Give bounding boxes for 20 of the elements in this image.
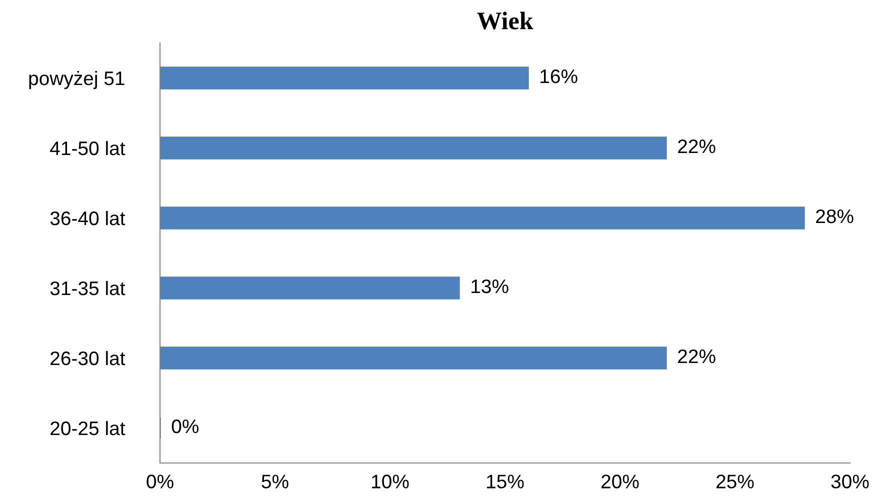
- x-tick-label: 20%: [602, 474, 639, 488]
- y-tick-label: 26-30 lat: [50, 350, 126, 366]
- data-label: 0%: [172, 419, 199, 434]
- x-tick-label: 5%: [262, 474, 288, 488]
- x-tick-label: 25%: [716, 474, 754, 488]
- data-label: 13%: [472, 279, 508, 294]
- data-label: 22%: [678, 349, 716, 364]
- x-tick-label: 15%: [487, 474, 524, 488]
- x-tick-label: 0%: [146, 474, 174, 488]
- y-tick-label: 20-25 lat: [50, 420, 126, 436]
- y-tick-label: 31-35 lat: [50, 280, 126, 296]
- y-tick-label: powyżej 51: [29, 70, 124, 90]
- y-tick-label: 41-50 lat: [50, 140, 126, 156]
- x-tick-label: 10%: [372, 474, 409, 488]
- data-label: 16%: [540, 69, 578, 84]
- y-tick-label: 36-40 lat: [50, 210, 126, 226]
- x-tick-label: 30%: [831, 474, 869, 488]
- data-label: 28%: [816, 209, 854, 224]
- data-label: 22%: [678, 139, 716, 154]
- chart-title: Wiek: [477, 12, 534, 30]
